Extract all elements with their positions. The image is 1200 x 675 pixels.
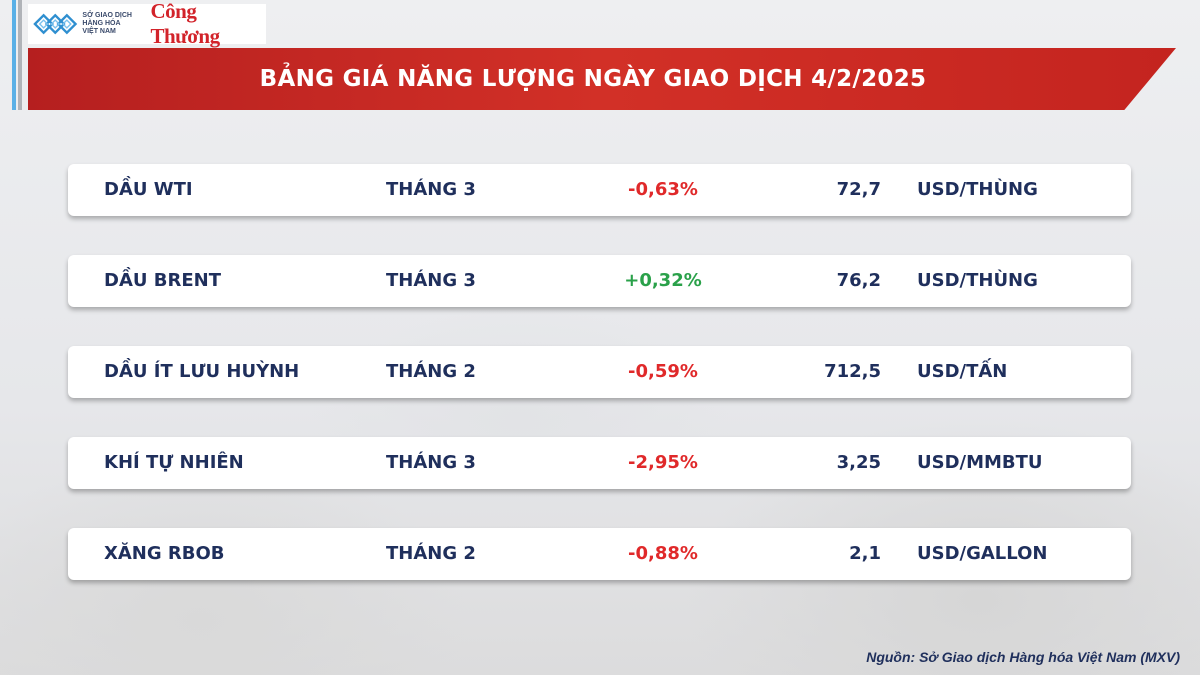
exchange-logo-text: SỞ GIAO DỊCH HÀNG HÓA VIỆT NAM: [82, 12, 142, 36]
contract-month: THÁNG 2: [386, 361, 476, 382]
price-value: 712,5: [824, 361, 881, 382]
exchange-logo-icon: [33, 13, 78, 35]
price-change: -2,95%: [628, 452, 698, 473]
price-unit: USD/THÙNG: [917, 270, 1038, 291]
price-change: +0,32%: [624, 270, 702, 291]
table-row: DẦU BRENT THÁNG 3 +0,32% 76,2 USD/THÙNG: [68, 255, 1131, 307]
source-note: Nguồn: Sở Giao dịch Hàng hóa Việt Nam (M…: [866, 649, 1180, 665]
price-unit: USD/TẤN: [917, 361, 1008, 382]
table-row: DẦU ÍT LƯU HUỲNH THÁNG 2 -0,59% 712,5 US…: [68, 346, 1131, 398]
price-unit: USD/GALLON: [917, 543, 1048, 564]
price-value: 2,1: [849, 543, 881, 564]
contract-month: THÁNG 3: [386, 452, 476, 473]
exchange-logo-line: SỞ GIAO DỊCH: [82, 12, 132, 19]
table-row: KHÍ TỰ NHIÊN THÁNG 3 -2,95% 3,25 USD/MMB…: [68, 437, 1131, 489]
contract-month: THÁNG 3: [386, 270, 476, 291]
commodity-name: DẦU BRENT: [104, 270, 221, 291]
price-value: 76,2: [836, 270, 881, 291]
price-unit: USD/THÙNG: [917, 179, 1038, 200]
exchange-logo-line: HÀNG HÓA: [82, 20, 121, 27]
table-row: XĂNG RBOB THÁNG 2 -0,88% 2,1 USD/GALLON: [68, 528, 1131, 580]
price-change: -0,88%: [628, 543, 698, 564]
price-value: 3,25: [836, 452, 881, 473]
price-change: -0,63%: [628, 179, 698, 200]
logo-area: SỞ GIAO DỊCH HÀNG HÓA VIỆT NAM Công Thươ…: [28, 0, 267, 51]
price-change: -0,59%: [628, 361, 698, 382]
contract-month: THÁNG 3: [386, 179, 476, 200]
commodity-name: XĂNG RBOB: [104, 543, 225, 564]
accent-bar-gray: [18, 0, 22, 110]
publisher-logo-text: Công Thương: [150, 0, 220, 48]
price-unit: USD/MMBTU: [917, 452, 1043, 473]
header-band: [28, 48, 1176, 110]
commodity-name: KHÍ TỰ NHIÊN: [104, 452, 244, 473]
exchange-logo-line: VIỆT NAM: [82, 28, 116, 35]
accent-bar-blue: [12, 0, 16, 110]
publisher-logo: Công Thương: [150, 0, 267, 51]
price-value: 72,7: [836, 179, 881, 200]
contract-month: THÁNG 2: [386, 543, 476, 564]
commodity-name: DẦU WTI: [104, 179, 193, 200]
table-row: DẦU WTI THÁNG 3 -0,63% 72,7 USD/THÙNG: [68, 164, 1131, 216]
commodity-name: DẦU ÍT LƯU HUỲNH: [104, 361, 300, 382]
price-table: DẦU WTI THÁNG 3 -0,63% 72,7 USD/THÙNG DẦ…: [68, 164, 1131, 619]
page-title: BẢNG GIÁ NĂNG LƯỢNG NGÀY GIAO DỊCH 4/2/2…: [259, 66, 927, 92]
